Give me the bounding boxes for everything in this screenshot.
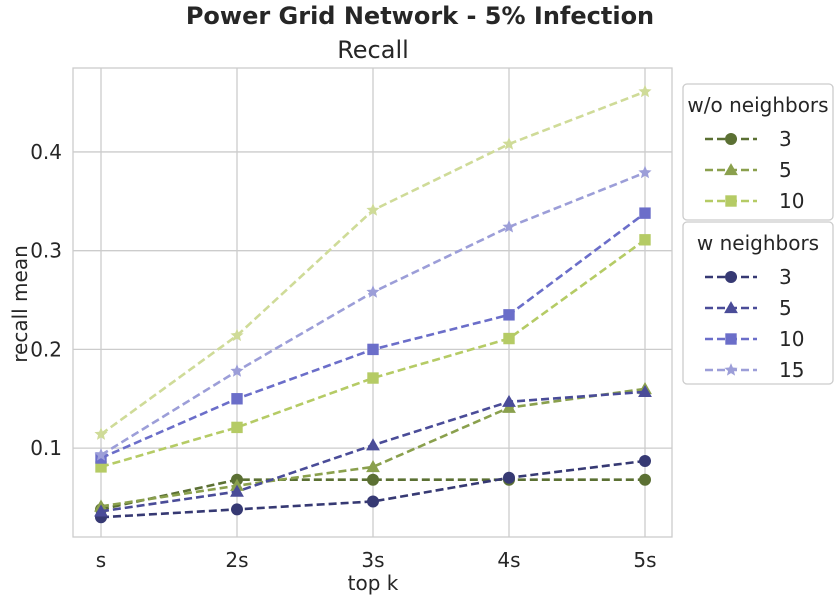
legend-label: 3: [779, 265, 792, 289]
data-point: [95, 461, 107, 473]
legend-entry: 3: [705, 127, 792, 151]
legend-box: [682, 221, 834, 385]
data-point: [231, 421, 243, 434]
legend-marker: [725, 195, 737, 207]
x-tick-label: 4s: [497, 548, 520, 572]
y-tick-label: 0.3: [30, 239, 62, 263]
legend-entry: 3: [705, 265, 792, 289]
data-point: [638, 165, 652, 179]
plot-frame: [72, 67, 673, 538]
x-tick-label: 3s: [361, 548, 384, 572]
data-point: [639, 473, 651, 486]
data-point: [639, 234, 651, 246]
legend-label: 15: [779, 358, 804, 382]
data-point: [367, 372, 379, 384]
data-point: [94, 448, 108, 461]
legend-entry: 10: [705, 327, 804, 351]
data-point: [366, 285, 380, 298]
legend-entry: 15: [705, 358, 804, 382]
legend-label: 5: [779, 158, 792, 182]
series-wo-neighbors-10: [95, 234, 651, 473]
data-point: [639, 207, 651, 219]
data-point: [367, 495, 379, 508]
x-axis-label: top k: [348, 571, 399, 595]
data-point: [230, 328, 244, 342]
legend-label: 5: [779, 296, 792, 320]
data-point: [638, 84, 652, 98]
y-tick-label: 0.4: [30, 140, 62, 164]
legend-group-w-neighbors: w neighbors 3 5 10 15: [682, 221, 834, 385]
legend-marker: [724, 363, 738, 376]
legend-box: [682, 83, 834, 221]
chart-title: Power Grid Network - 5% Infection: [186, 2, 654, 30]
legend-title: w/o neighbors: [687, 93, 828, 117]
series-line: [100, 387, 646, 508]
data-point: [94, 427, 108, 440]
data-point: [366, 438, 380, 451]
data-point: [230, 484, 244, 497]
series-line: [100, 459, 646, 519]
x-tick-label: 2s: [225, 548, 248, 572]
data-point: [366, 459, 380, 473]
data-point: [503, 332, 515, 345]
legend-marker: [724, 301, 738, 314]
data-point: [367, 343, 379, 356]
data-point: [638, 384, 652, 398]
legend-label: 10: [779, 327, 804, 351]
data-point: [502, 137, 516, 150]
data-point: [639, 454, 651, 467]
x-tick-label: s: [96, 548, 106, 572]
legend-label: 10: [779, 189, 804, 213]
y-axis-label: recall mean: [8, 245, 32, 363]
series-w-neighbors-15: [94, 165, 652, 461]
data-point: [231, 393, 243, 405]
plot-area: s 2s 3s 4s 5s 0.1 0.2 0.3 0.4: [30, 67, 673, 572]
data-point: [503, 471, 515, 484]
series-w-neighbors-5: [94, 384, 652, 517]
legend-label: 3: [779, 127, 792, 151]
series-line: [100, 238, 646, 469]
legend-entry: 10: [705, 189, 804, 213]
chart-subtitle: Recall: [337, 36, 409, 64]
legend-marker: [725, 133, 737, 145]
data-point: [94, 504, 108, 517]
legend-marker: [724, 163, 738, 176]
data-point: [503, 309, 515, 321]
data-point: [231, 503, 243, 516]
y-tick-label: 0.1: [30, 436, 62, 460]
series-wo-neighbors-15: [94, 84, 652, 440]
data-point: [367, 473, 379, 486]
data-point: [502, 394, 516, 407]
legend-entry: 5: [705, 158, 792, 182]
legend-entry: 5: [705, 296, 792, 320]
series-w-neighbors-3: [95, 454, 651, 524]
legend: w/o neighbors 3 5 10 15w neighbors 3 5 10 15: [682, 83, 834, 385]
data-point: [502, 220, 516, 233]
legend-marker: [725, 333, 737, 345]
data-point: [366, 203, 380, 216]
legend-marker: [725, 271, 737, 283]
legend-title: w neighbors: [697, 231, 819, 255]
series-line: [100, 478, 645, 511]
x-tick-label: 5s: [633, 548, 656, 572]
y-tick-label: 0.2: [30, 337, 62, 361]
data-point: [230, 364, 244, 377]
